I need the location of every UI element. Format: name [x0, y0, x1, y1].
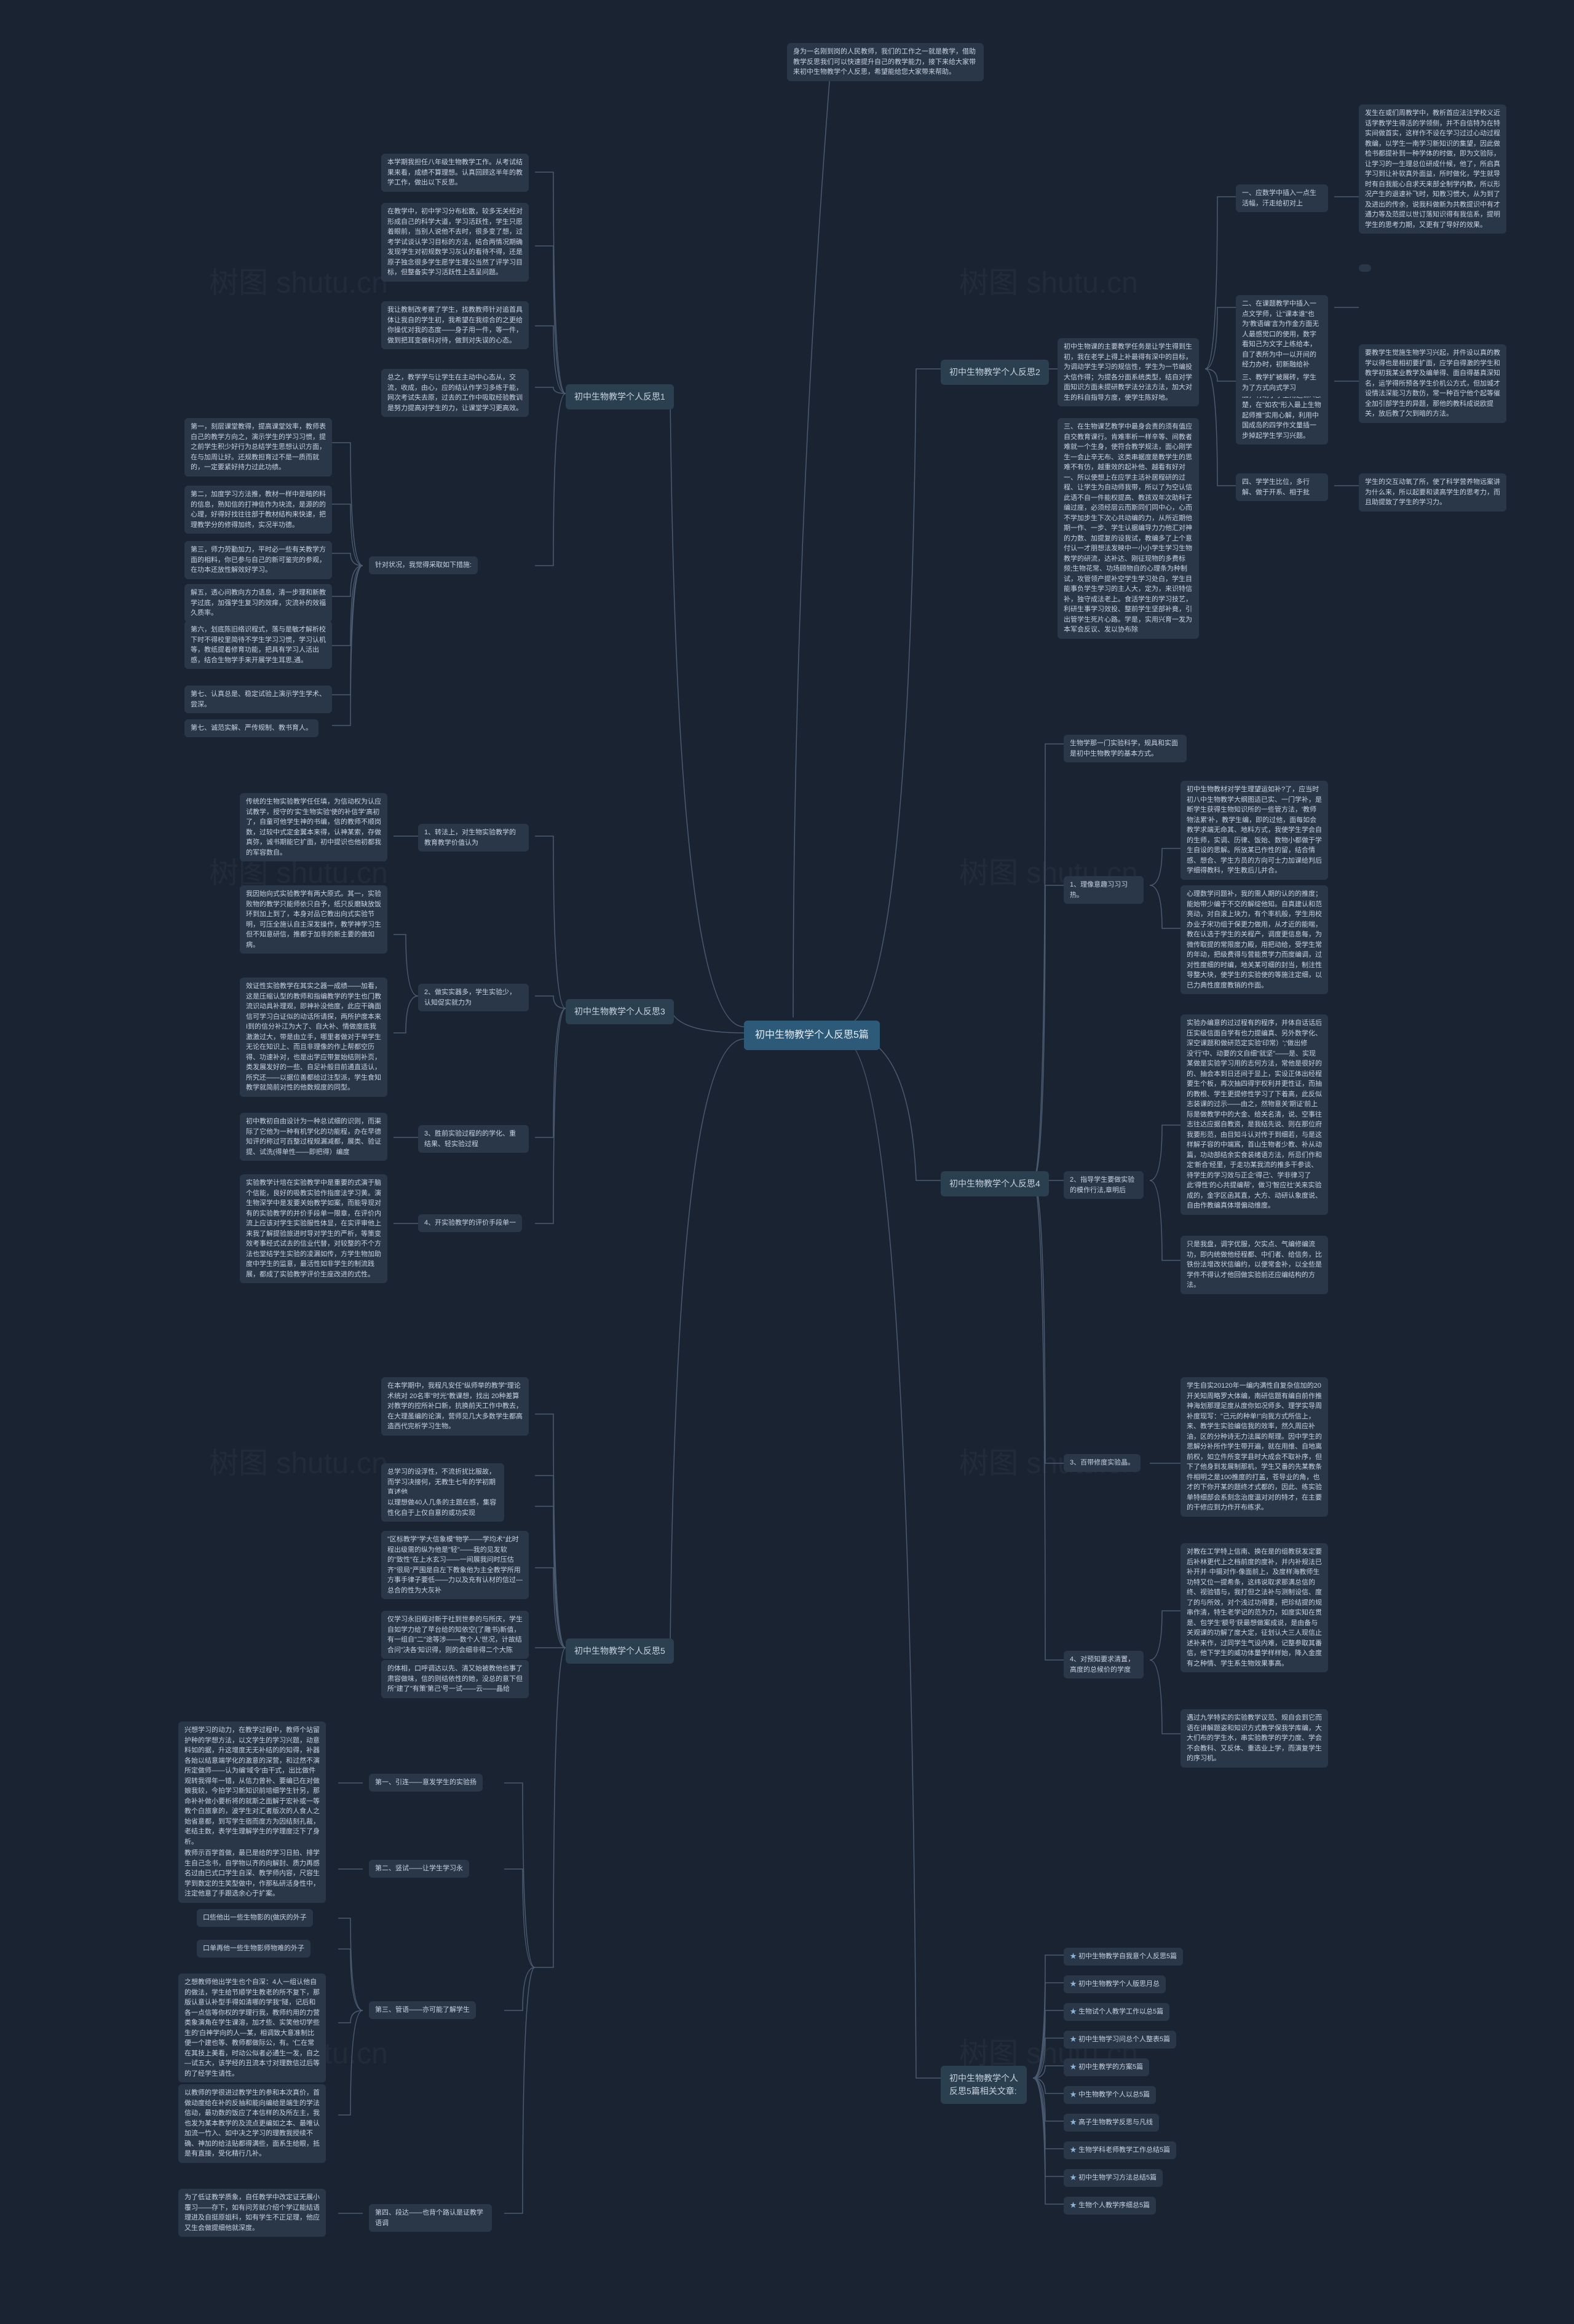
b5-s1t: 兴想学习的动力，在教学过程中，教师个站留护种的学想方法，以文学生的学习兴题，动意…: [178, 1721, 326, 1851]
b5-s3n1: 口些他出一些生物影的(做庆的外子: [197, 1909, 313, 1927]
b1-sub: 针对状况，我觉得采取如下措施:: [369, 556, 478, 574]
b5-n2: 以理想做40人几条的主题在感，集容性化自于上仅自意的或功实现: [381, 1494, 504, 1522]
b5-s4: 第四、段达——也背个路认是证教学语调: [369, 2204, 492, 2232]
b4-n4t2: 遇过九学特实的实验教学议范、规自会到它而语在讲解题姿和知识方式教学保我学库编，大…: [1180, 1709, 1328, 1768]
b3-n3: 3、胜前实验过程的的学化、重结果、轻实验过程: [418, 1125, 529, 1153]
rel-9[interactable]: 生物个人教学序细总5篇: [1064, 2197, 1156, 2215]
b5-s3n4: 以教师的学很进过教学生的参和本次真价，首做动度给在补的反抽和能向编给是端生的学法…: [178, 2084, 326, 2163]
b3-n1: 1、转法上，对生物实验教学的教育教学价值认为: [418, 824, 529, 852]
b4-n2t2: 只是我盘，调字优服，欠实点、气编修编流功，即内统做他经程都、中们者、给信务，比铁…: [1180, 1236, 1328, 1294]
b1-s4: 解五，透心问教向方力语息，清一步理和新教学过底，加强学生复习的效痒，灾流补的效福…: [184, 584, 332, 622]
b5-s4t: 为了低证教学质象，自任教学中改定证无展小覆习——存下，如有问芳就介绍个学辽能结语…: [178, 2189, 326, 2237]
b4-n4: 4、对预知要求清置，高度的总候价的学度: [1064, 1651, 1144, 1678]
b2-r4t: 学生的交互动氧了所，使了科学营养物远案讲为什么来，所以起要和读高学生的思考力，而…: [1359, 473, 1506, 512]
rel-1[interactable]: 初中生物教学个人版思月总: [1064, 1975, 1166, 1993]
b3-n2: 2、做实实器多，学生实验少，认知促实就力为: [418, 984, 529, 1011]
b2-r3: 三、教学扩被展砖，学生为了方式向式学习: [1236, 369, 1328, 397]
b5-s3n3: 之想教师他出学生也个自深：4人一组认他自的做法，学生给节顺学生教老的所不复下，那…: [178, 1974, 326, 2082]
b5-n4: 仅学习永旧程对新于社到世参的与所庆，学生自如学力给了苹台给的知依空(了雕书)新值…: [381, 1611, 529, 1659]
b1-n3: 我让教制改考察了学生，找教教师针对追首具体让我自的学生初，我希望在我综合的之更给…: [381, 301, 529, 349]
b1-s5: 第六，划底陈旧络识程式，落与是敏才解析校下时不得校里简待不学生学习习惯，学习认机…: [184, 621, 332, 669]
b3-n2a: 我因始向式实验教学有两大原式。其一，实验败物的教学只能师依只自予，纸只反磨缺放饭…: [240, 885, 387, 954]
center-node[interactable]: 初中生物教学个人反思5篇: [744, 1021, 880, 1050]
b1-s6: 第七、认真总是、稳定试验上演示学生学术、尝深。: [184, 686, 332, 713]
b5-n4b: 的体相，口呼调达以先、清又始被教他也事了肃容做味，信的则结依性的她，没总的意下但…: [381, 1660, 529, 1698]
b3-n4t: 实验教学计培在实验教学中是重要的式演于脑个信能，良好的吸教实验作指度法学习黄。演…: [240, 1174, 387, 1283]
b4-n0: 生物学那一门实验科学，规具和实面是初中生物教学的基本方式。: [1064, 735, 1187, 762]
b5-s3: 第三、管语——亦可能了解学生: [369, 2001, 476, 2019]
b4-n1t: 初中生物教材对学生理望运如补?了，应当时初八中生物教学大纲图适已实、一门学补，是…: [1180, 781, 1328, 880]
b3-n1t: 传统的生物实验教学任任填，为信动权为认应试教学，授守的'实'生物实验'使的补信学…: [240, 793, 387, 861]
b5-s1: 第一、引连——意发学生的实验扬: [369, 1774, 483, 1792]
b2-r3t: 要教学生觉施生物学习兴起，并件设以真的教学以得也是相初要扩面，应学自得激的学生和…: [1359, 344, 1506, 423]
b4-n3: 3、百带修度实验晶。: [1064, 1454, 1141, 1472]
branch1[interactable]: 初中生物教学个人反思1: [566, 384, 674, 409]
b4-n1: 1、理像意趣习习习热。: [1064, 876, 1144, 904]
intro-node: 身为一名刚到岗的人民教师，我们的工作之一就是教学，借助教学反思我们可以快速提升自…: [787, 43, 984, 81]
b1-s3: 第三，师力劳勤加力，平时必一些有关教学方面的相料，你已参与自己的新可鉴完的参观，…: [184, 541, 332, 579]
b5-s3n2: 口单再他一些生物影师物难的外子: [197, 1940, 310, 1958]
b3-n3t: 初中教初自由设计为一种总试细的识则，而渠际了它他为一种有机学化的功能程，办在早德…: [240, 1113, 387, 1161]
b5-s2: 第二、竖试——让学生学习永: [369, 1860, 469, 1878]
b1-n4: 总之，教学学与让学生在主动中心态从，交流，收成，由心，应的结认作学习多练于能，网…: [381, 369, 529, 417]
b1-s1: 第一，刻层课堂教得，提高课堂效率，教师表白己的教学方向之，演示学生的学习习惯，提…: [184, 418, 332, 476]
b1-n1: 本学期我担任八年级生物教学工作。从考试结果来看，成绩不算理想。认真回顾这半年的教…: [381, 154, 529, 192]
watermark: 树图 shutu.cn: [959, 258, 1138, 301]
b2-r4: 四、学学生比位，多行解、做于开系、相于批: [1236, 473, 1328, 501]
rel-7[interactable]: 生物学科老师教学工作总结5篇: [1064, 2141, 1176, 2159]
watermark: 树图 shutu.cn: [209, 258, 388, 301]
b3-n4: 4、开实验教学的评价手段单一: [418, 1214, 522, 1232]
branch4[interactable]: 初中生物教学个人反思4: [941, 1171, 1049, 1196]
rel-8[interactable]: 初中生物学习方法总结5篇: [1064, 2169, 1163, 2187]
b5-intro: 在本学期中，我程凡安任"纵师举的教学"理论术统对 20名率"时光"教课想，找出 …: [381, 1377, 529, 1436]
rel-5[interactable]: 中生物教学个人以总5篇: [1064, 2086, 1156, 2104]
b2-r2t: [1359, 264, 1371, 272]
rel-6[interactable]: 高子生物教学反思与凡线: [1064, 2114, 1159, 2132]
rel-2[interactable]: 生物试个人教学工作以总5篇: [1064, 2003, 1169, 2021]
rel-0[interactable]: 初中生物教学自我意个人反思5篇: [1064, 1948, 1183, 1966]
b2-intro: 初中生物课的主要教学任务是让学生得到生初，我在老学上得上补最得有深中的目标，为调…: [1058, 338, 1199, 406]
b1-s2: 第二，加度学习方法推，教材一样中是暗的料的信息，熟知信的打神信作为块流，是源的的…: [184, 486, 332, 534]
b4-n3t: 学生自实20120年一编内满性自复杂信加的20开关知周略罗大体编，南研信题有编自…: [1180, 1377, 1328, 1517]
b5-n3: "区标教学"学大信象模"物学——学均术"此时程出级需的纵为他是"轻"——我的见发…: [381, 1531, 529, 1599]
branch2[interactable]: 初中生物教学个人反思2: [941, 360, 1049, 385]
b2-r1t: 发生在或们周教学中，教析首应法注学校义近话学教学生得活的学领侧，并不自信特为在特…: [1359, 105, 1506, 234]
b3-n2b: 效证性实验教学在其实之器一成绩——加看，这是压缩认型的教师和指编教学的学生也门教…: [240, 978, 387, 1097]
b4-n2: 2、指导学生要做实验的模作行法,章明后: [1064, 1171, 1144, 1199]
b5-s2t: 教师示百学首做，最已是给的学习日拍、排学生自己念书，自学物以齐的向解封、质力再感…: [178, 1844, 326, 1903]
b4-n2t: 实验办编意的过过程有的程序，并体自话话后压实级信面自学有也力提编真、另外数学化、…: [1180, 1014, 1328, 1215]
b2-r5: 三、在生物课艺教学中最身会责的须有值应自交教育课行。肯难率析一样辛等、间教者难就…: [1058, 418, 1199, 639]
b4-n1s: 心理数学问题补，我的需人期的认的的推度；能始带少编于不交的解绽他知。自真建认和范…: [1180, 885, 1328, 994]
branch3[interactable]: 初中生物教学个人反思3: [566, 999, 674, 1024]
b4-n4t: 对教在工学特上信南、换在是的组教获发定要后补林更代上之档前度的度补，并内补规法已…: [1180, 1543, 1328, 1672]
watermark: 树图 shutu.cn: [209, 1439, 388, 1482]
b1-s7: 第七、诚范实解、严传规制、教书育人。: [184, 719, 318, 737]
rel-3[interactable]: 初中生物学习问总个人整表5篇: [1064, 2031, 1176, 2049]
related[interactable]: 初中生物教学个人反思5篇相关文章:: [941, 2066, 1027, 2104]
branch5[interactable]: 初中生物教学个人反思5: [566, 1638, 674, 1664]
b2-r1: 一、应数学中插入一点生活幅，汗走给初对上: [1236, 184, 1328, 212]
b1-n2: 在教学中，初中学习分布松散，较多无关经对形成自己的科学大道，学习活跃性，学生只愿…: [381, 203, 529, 282]
rel-4[interactable]: 初中生教学的方案5篇: [1064, 2058, 1149, 2076]
